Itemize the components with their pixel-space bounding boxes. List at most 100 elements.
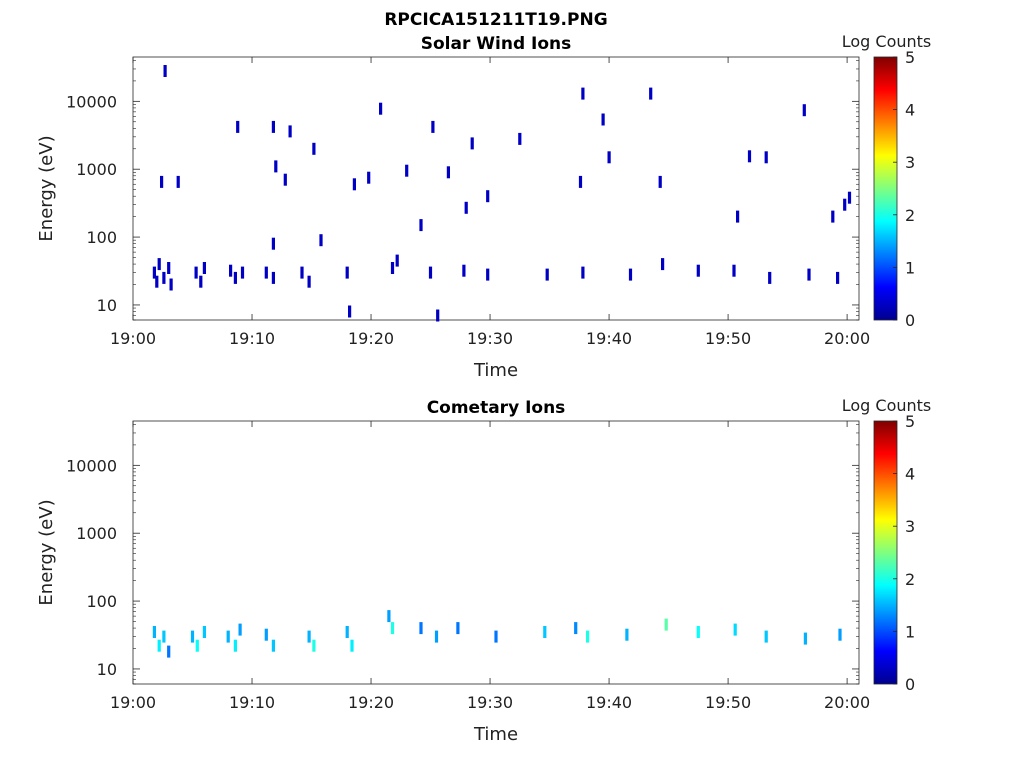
data-cell — [163, 65, 167, 77]
data-cell — [456, 622, 460, 635]
data-cell — [574, 622, 578, 635]
data-cell — [307, 275, 311, 288]
data-cell — [395, 254, 399, 267]
x-tick-label: 19:00 — [110, 329, 156, 348]
data-cell — [167, 645, 171, 658]
colorbar-tick-label: 4 — [905, 101, 915, 120]
cometary-panel: Cometary Ions 19:00 19:10 19:20 19:30 19:40 19… — [36, 396, 931, 745]
colorbar-tick-label: 0 — [905, 311, 915, 330]
data-cell — [607, 151, 611, 164]
data-cell — [195, 639, 199, 652]
data-cell — [764, 151, 768, 164]
y-tick-label: 10000 — [66, 456, 117, 475]
y-tick-label: 100 — [86, 592, 117, 611]
data-cell — [233, 639, 237, 652]
data-cell — [658, 175, 662, 188]
x-tick-label: 20:00 — [824, 693, 870, 712]
data-cell — [236, 120, 240, 133]
data-cell — [696, 264, 700, 277]
data-cell — [581, 87, 585, 100]
data-cell — [843, 198, 847, 211]
data-cell — [732, 264, 736, 277]
data-cell — [436, 309, 440, 322]
data-cell — [405, 164, 409, 177]
data-cell — [387, 610, 391, 623]
x-tick-label: 19:30 — [467, 693, 513, 712]
data-cell — [152, 266, 156, 279]
data-cell — [312, 639, 316, 652]
y-axis-label: Energy (eV) — [36, 499, 57, 605]
data-cell — [518, 132, 522, 145]
colorbar-tick-label: 2 — [905, 206, 915, 225]
x-axis-label: Time — [473, 360, 518, 381]
data-cell — [312, 142, 316, 155]
y-tick-label: 10 — [97, 660, 117, 679]
data-cell — [157, 639, 161, 652]
data-cell — [160, 175, 164, 188]
x-tick-label: 19:10 — [229, 693, 275, 712]
data-cell — [283, 173, 287, 186]
data-cell — [696, 626, 700, 638]
data-cell — [807, 268, 811, 281]
data-cell — [345, 626, 349, 638]
x-tick-label: 19:50 — [705, 693, 751, 712]
colorbar-tick-label: 1 — [905, 258, 915, 277]
data-cell — [486, 190, 490, 203]
data-cell — [586, 630, 590, 643]
data-cell — [367, 171, 371, 184]
data-cell — [545, 268, 549, 281]
colorbar-tick-label: 5 — [905, 48, 915, 67]
data-cell — [271, 237, 275, 250]
x-tick-label: 19:20 — [348, 329, 394, 348]
x-tick-label: 20:00 — [824, 329, 870, 348]
data-cell — [190, 630, 195, 643]
colorbar-tick-label: 0 — [905, 675, 915, 694]
y-tick-label: 100 — [86, 228, 117, 247]
data-cell — [238, 623, 242, 636]
data-cell — [390, 622, 395, 635]
data-cell — [194, 266, 198, 279]
y-tick-label: 10 — [97, 296, 117, 315]
data-cell — [494, 630, 498, 643]
data-cell — [350, 639, 354, 652]
data-cell — [664, 618, 668, 631]
data-cell — [271, 639, 275, 652]
data-cell — [233, 271, 237, 284]
x-tick-label: 19:20 — [348, 693, 394, 712]
colorbar — [873, 56, 898, 321]
plot-frame — [132, 56, 860, 321]
y-tick-label: 1000 — [76, 160, 117, 179]
data-cell — [162, 630, 166, 643]
data-cell — [838, 628, 842, 641]
data-cell — [307, 630, 311, 643]
data-cell — [157, 258, 161, 271]
data-cell — [428, 266, 433, 279]
data-cell — [379, 102, 383, 115]
data-cell — [264, 628, 268, 641]
data-cell — [345, 266, 349, 279]
data-cell — [240, 266, 245, 279]
colorbar-label: Log Counts — [842, 396, 932, 415]
y-axis-label: Energy (eV) — [36, 135, 57, 241]
data-cell — [274, 160, 278, 173]
data-cell — [768, 271, 772, 284]
data-cell — [486, 268, 490, 281]
data-cell — [581, 266, 585, 279]
data-cell — [271, 120, 275, 133]
y-tick-label: 10000 — [66, 92, 117, 111]
data-cell — [470, 137, 474, 150]
data-cell — [199, 275, 203, 288]
data-cell — [649, 87, 653, 100]
colorbar-tick-label: 2 — [905, 570, 915, 589]
plot-frame — [132, 420, 860, 685]
data-cell — [836, 271, 840, 284]
colorbar-tick-label: 3 — [905, 517, 915, 536]
data-cell — [229, 264, 233, 277]
data-cell — [736, 210, 740, 223]
data-cell — [831, 210, 835, 223]
data-cell — [434, 630, 439, 643]
data-cell — [419, 219, 423, 232]
data-cell — [319, 234, 323, 247]
data-cell — [747, 150, 752, 163]
x-tick-label: 19:30 — [467, 329, 513, 348]
